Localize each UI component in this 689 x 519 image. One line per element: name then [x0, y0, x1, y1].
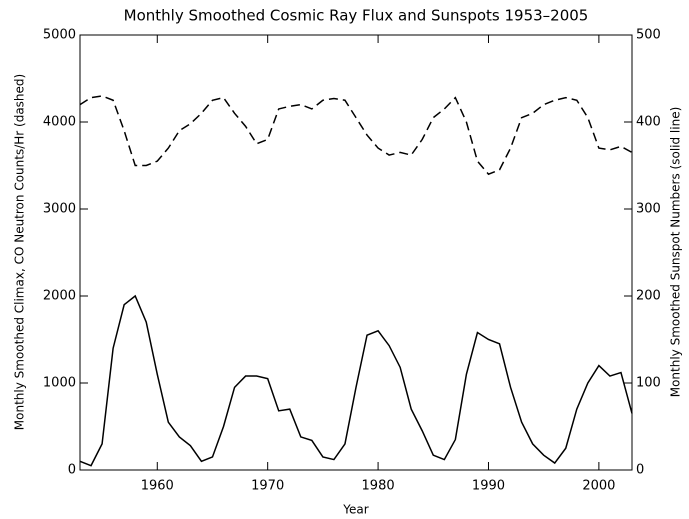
y2-axis-label: Monthly Smoothed Sunspot Numbers (solid …: [669, 107, 683, 398]
y-tick-label: 0: [68, 463, 76, 478]
y2-tick-label: 0: [636, 463, 644, 478]
x-tick-label: 1990: [472, 479, 505, 494]
y2-tick-label: 200: [636, 289, 661, 304]
y2-tick-label: 500: [636, 28, 661, 43]
series-line: [79, 294, 633, 467]
y-tick-label: 5000: [43, 28, 76, 43]
y2-tick-label: 400: [636, 115, 661, 130]
x-tick-label: 2000: [582, 479, 615, 494]
plot-frame: [79, 34, 633, 471]
y-tick-label: 2000: [43, 289, 76, 304]
x-tick-label: 1970: [251, 479, 284, 494]
x-tick-label: 1960: [141, 479, 174, 494]
x-axis-label: Year: [342, 503, 368, 517]
chart-title: Monthly Smoothed Cosmic Ray Flux and Sun…: [124, 7, 589, 25]
y-axis-label: Monthly Smoothed Climax, CO Neutron Coun…: [13, 74, 27, 430]
y-tick-label: 4000: [43, 115, 76, 130]
y-tick-label: 3000: [43, 202, 76, 217]
y2-tick-label: 300: [636, 202, 661, 217]
series-line: [79, 95, 633, 176]
y-tick-label: 1000: [43, 376, 76, 391]
y2-tick-label: 100: [636, 376, 661, 391]
x-tick-label: 1980: [362, 479, 395, 494]
